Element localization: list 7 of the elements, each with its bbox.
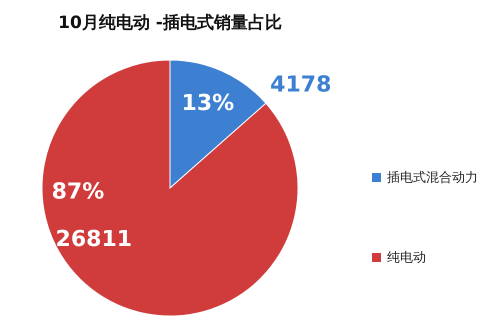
legend-label: 纯电动 bbox=[387, 250, 426, 266]
data-label: 26811 bbox=[56, 226, 132, 252]
text: 13% bbox=[182, 91, 234, 116]
chart-title: 10月纯电动 -插电式销量占比 bbox=[58, 13, 282, 33]
text: 87% bbox=[52, 179, 104, 204]
legend-label: 插电式混合动力 bbox=[387, 170, 478, 186]
data-label: 4178 bbox=[270, 72, 332, 98]
